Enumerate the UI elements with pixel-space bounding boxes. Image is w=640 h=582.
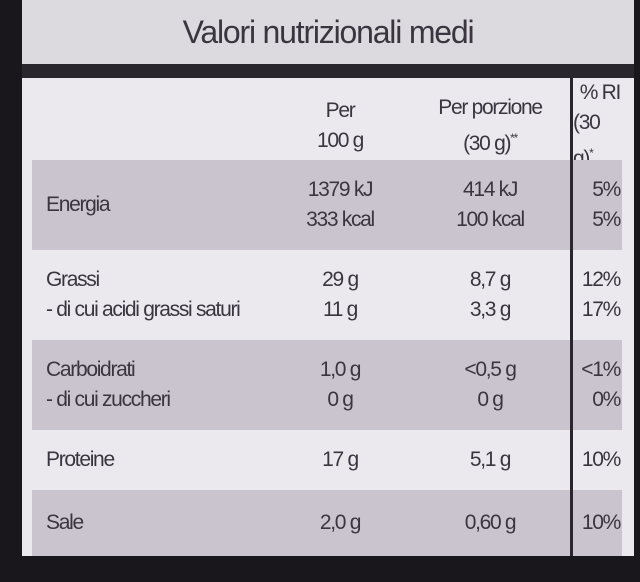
value-text: 3,3 g [469, 298, 512, 321]
cell: 1379 kJ 333 kcal [270, 160, 410, 250]
value-text: 12% [581, 268, 621, 291]
cell: 5,1 g [410, 430, 570, 490]
value-text: <0,5 g [464, 358, 516, 381]
nutrition-label: Valori nutrizionali medi Per 100 g Per p… [22, 0, 634, 556]
cell: <1% 0% [570, 340, 622, 430]
cell: 12% 17% [570, 250, 622, 340]
value-text: 0 g [327, 388, 354, 411]
value-text: 29 g [322, 268, 359, 291]
footnote-mark: ** [510, 131, 518, 145]
nutrient-label: Proteine [46, 448, 115, 471]
cell: 10% [570, 490, 622, 556]
cell: 2,0 g [270, 490, 410, 556]
table-row: Sale 2,0 g 0,60 g 10% [32, 490, 622, 556]
value-text: 333 kcal [306, 208, 375, 231]
cell: 1,0 g 0 g [270, 340, 410, 430]
cell: 414 kJ 100 kcal [410, 160, 570, 250]
cell: 5% 5% [570, 160, 622, 250]
cell: 17 g [270, 430, 410, 490]
cell: <0,5 g 0 g [410, 340, 570, 430]
value-text: 0 g [477, 388, 504, 411]
nutrient-label: - di cui zuccheri [46, 388, 171, 411]
header-text: % RI [579, 81, 622, 104]
value-text: 5,1 g [469, 448, 512, 471]
value-text: 100 kcal [456, 208, 525, 231]
value-text: 2,0 g [319, 511, 362, 534]
cell: Proteine [32, 430, 270, 490]
value-text: 8,7 g [469, 268, 512, 291]
value-text: 17 g [322, 448, 359, 471]
nutrient-label: Sale [46, 511, 84, 534]
nutrient-label: Carboidrati [46, 358, 136, 381]
cell: Grassi - di cui acidi grassi saturi [32, 250, 270, 340]
table-row: Proteine 17 g 5,1 g 10% [32, 430, 622, 490]
title: Valori nutrizionali medi [182, 13, 475, 50]
header-text: (30 g)** [463, 123, 518, 159]
divider [22, 64, 634, 78]
value-text: 1,0 g [319, 358, 362, 381]
value-text: 11 g [322, 298, 358, 321]
nutrient-label: Grassi [46, 268, 100, 291]
value-text: 414 kJ [462, 178, 518, 201]
value-text: <1% [581, 358, 621, 381]
title-band: Valori nutrizionali medi [22, 0, 634, 64]
cell: Per porzione (30 g)** [410, 78, 570, 174]
value-text: 0% [592, 388, 621, 411]
table-row: Energia 1379 kJ 333 kcal 414 kJ 100 kcal 5% 5% [32, 160, 622, 250]
cell: 8,7 g 3,3 g [410, 250, 570, 340]
footnote-mark: * [589, 146, 594, 160]
header-text: 100 g [316, 129, 364, 152]
cell: Carboidrati - di cui zuccheri [32, 340, 270, 430]
table-row: Grassi - di cui acidi grassi saturi 29 g 11… [32, 250, 622, 340]
cell: Energia [32, 160, 270, 250]
header-text: Per porzione [438, 96, 543, 119]
value-text: 1379 kJ [307, 178, 374, 201]
value-text: 5% [592, 208, 621, 231]
cell: 29 g 11 g [270, 250, 410, 340]
value-text: 0,60 g [464, 511, 517, 534]
nutrition-table: Per 100 g Per porzione (30 g)** % RI (30… [32, 78, 622, 556]
cell: 0,60 g [410, 490, 570, 556]
cell: Per 100 g [270, 78, 410, 174]
value-text: 5% [592, 178, 621, 201]
cell: 10% [570, 430, 622, 490]
header-row: Per 100 g Per porzione (30 g)** % RI (30… [32, 78, 622, 174]
cell: Sale [32, 490, 270, 556]
nutrient-label: - di cui acidi grassi saturi [46, 298, 241, 321]
nutrient-label: Energia [46, 193, 111, 216]
header-text: (30 g) [463, 132, 511, 155]
value-text: 10% [581, 511, 621, 534]
value-text: 17% [581, 298, 621, 321]
header-text: Per [325, 99, 356, 122]
value-text: 10% [581, 448, 621, 471]
